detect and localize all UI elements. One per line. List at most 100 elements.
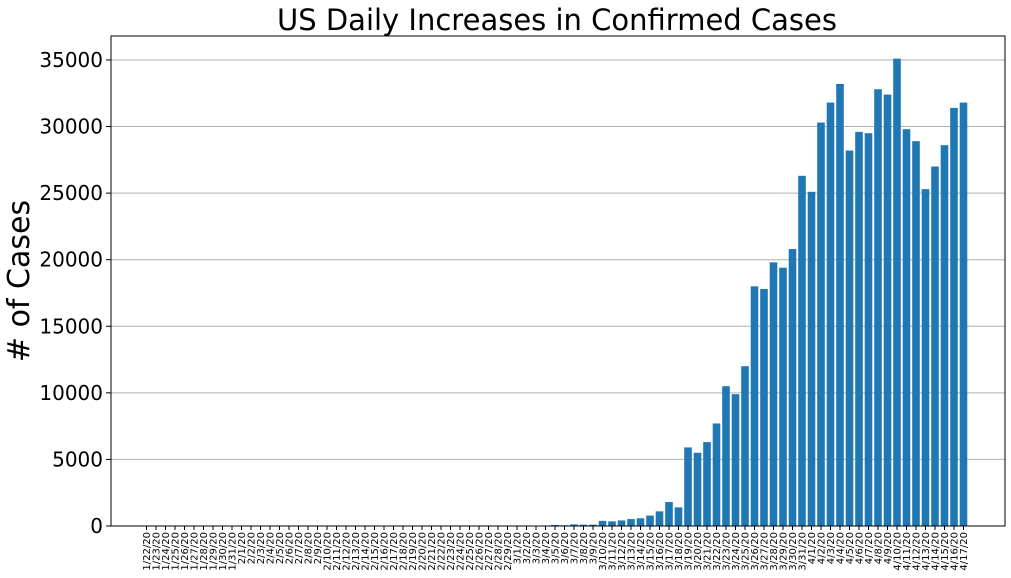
x-tick-label: 3/19/20: [684, 532, 695, 571]
y-tick-label: 30000: [39, 115, 103, 139]
x-tick-label: 4/11/20: [902, 532, 913, 571]
bar: [807, 191, 816, 527]
x-tick-label: 4/13/20: [921, 532, 932, 571]
x-tick-label: 3/12/20: [617, 532, 628, 571]
x-tick-label: 2/20/20: [418, 532, 429, 571]
bar: [741, 366, 749, 526]
x-tick-label: 2/13/20: [351, 532, 362, 571]
bar: [864, 133, 873, 526]
x-tick-label: 3/18/20: [674, 532, 685, 571]
bar: [703, 442, 711, 526]
bar: [589, 524, 597, 526]
x-tick-label: 3/6/20: [560, 532, 571, 564]
x-tick-label: 4/8/20: [874, 532, 885, 564]
x-tick-label: 2/27/20: [484, 532, 495, 571]
y-tick-label: 0: [90, 514, 103, 538]
x-tick-label: 1/24/20: [161, 532, 172, 571]
bar: [959, 102, 968, 527]
x-tick-label: 1/23/20: [152, 532, 163, 571]
x-tick-label: 2/3/20: [256, 532, 267, 564]
bar: [684, 447, 692, 526]
y-tick-label: 25000: [39, 181, 103, 205]
x-tick-label: 4/15/20: [940, 532, 951, 571]
x-tick-label: 2/19/20: [408, 532, 419, 571]
x-tick-label: 3/4/20: [541, 532, 552, 564]
x-tick-label: 2/6/20: [285, 532, 296, 564]
bar: [798, 175, 806, 526]
bar: [608, 521, 616, 526]
bar: [665, 502, 673, 526]
x-tick-label: 3/23/20: [722, 532, 733, 571]
x-tick-label: 2/26/20: [475, 532, 486, 571]
x-tick-label: 2/22/20: [437, 532, 448, 571]
x-axis-ticks: 1/22/201/23/201/24/201/25/201/26/201/27/…: [142, 526, 970, 571]
bar: [722, 386, 730, 526]
bar: [921, 189, 930, 526]
chart-title: US Daily Increases in Confirmed Cases: [277, 3, 837, 37]
x-tick-label: 3/21/20: [703, 532, 714, 571]
bar: [674, 507, 683, 526]
y-axis-ticks: 0 5000 10000 15000 20000 25000 30000 35000: [39, 48, 111, 538]
bar: [893, 58, 901, 527]
x-tick-label: 4/16/20: [950, 532, 961, 571]
x-tick-label: 1/26/20: [180, 532, 191, 571]
y-tick-label: 20000: [39, 248, 103, 272]
x-tick-label: 3/20/20: [693, 532, 704, 571]
x-tick-label: 2/23/20: [446, 532, 457, 571]
x-tick-label: 3/30/20: [788, 532, 799, 571]
x-tick-label: 4/14/20: [931, 532, 942, 571]
x-tick-label: 3/14/20: [636, 532, 647, 571]
x-tick-label: 2/4/20: [266, 532, 277, 564]
x-tick-label: 2/16/20: [380, 532, 391, 571]
x-tick-label: 2/11/20: [332, 532, 343, 571]
x-tick-label: 2/15/20: [370, 532, 381, 571]
x-tick-label: 4/9/20: [883, 532, 894, 564]
bar: [769, 262, 778, 526]
x-tick-label: 3/13/20: [627, 532, 638, 571]
x-tick-label: 2/17/20: [389, 532, 400, 571]
bar: [551, 524, 559, 526]
x-tick-label: 2/1/20: [237, 532, 248, 564]
x-tick-label: 3/9/20: [589, 532, 600, 564]
x-tick-label: 4/7/20: [864, 532, 875, 564]
x-tick-label: 4/3/20: [826, 532, 837, 564]
bar: [817, 122, 825, 526]
bar: [950, 107, 958, 527]
x-tick-label: 3/15/20: [646, 532, 657, 571]
bars-group: [152, 58, 968, 527]
x-tick-label: 3/28/20: [769, 532, 780, 571]
x-tick-label: 3/22/20: [712, 532, 723, 571]
x-tick-label: 2/18/20: [399, 532, 410, 571]
x-tick-label: 2/2/20: [247, 532, 258, 564]
bar: [826, 102, 835, 527]
x-tick-label: 1/30/20: [218, 532, 229, 571]
x-tick-label: 3/7/20: [570, 532, 581, 564]
x-tick-label: 2/12/20: [342, 532, 353, 571]
x-tick-label: 3/3/20: [532, 532, 543, 564]
x-tick-label: 2/24/20: [456, 532, 467, 571]
x-tick-label: 4/1/20: [807, 532, 818, 564]
bar: [931, 166, 939, 526]
x-tick-label: 3/2/20: [522, 532, 533, 564]
x-tick-label: 3/24/20: [731, 532, 742, 571]
x-tick-label: 2/5/20: [275, 532, 286, 564]
x-tick-label: 1/22/20: [142, 532, 153, 571]
x-tick-label: 2/7/20: [294, 532, 305, 564]
x-tick-label: 3/29/20: [779, 532, 790, 571]
x-tick-label: 4/17/20: [959, 532, 970, 571]
bar: [779, 267, 787, 526]
x-tick-label: 1/27/20: [190, 532, 201, 571]
bar: [874, 89, 882, 527]
x-tick-label: 2/29/20: [503, 532, 514, 571]
bar: [912, 141, 920, 526]
bar: [836, 83, 844, 526]
x-tick-label: 1/29/20: [209, 532, 220, 571]
bar: [845, 150, 854, 526]
bar: [788, 249, 797, 527]
y-axis-label: # of Cases: [2, 200, 37, 362]
bar: [646, 515, 654, 526]
x-tick-label: 4/12/20: [912, 532, 923, 571]
bar: [731, 394, 740, 526]
x-tick-label: 3/5/20: [551, 532, 562, 564]
x-tick-label: 3/8/20: [579, 532, 590, 564]
